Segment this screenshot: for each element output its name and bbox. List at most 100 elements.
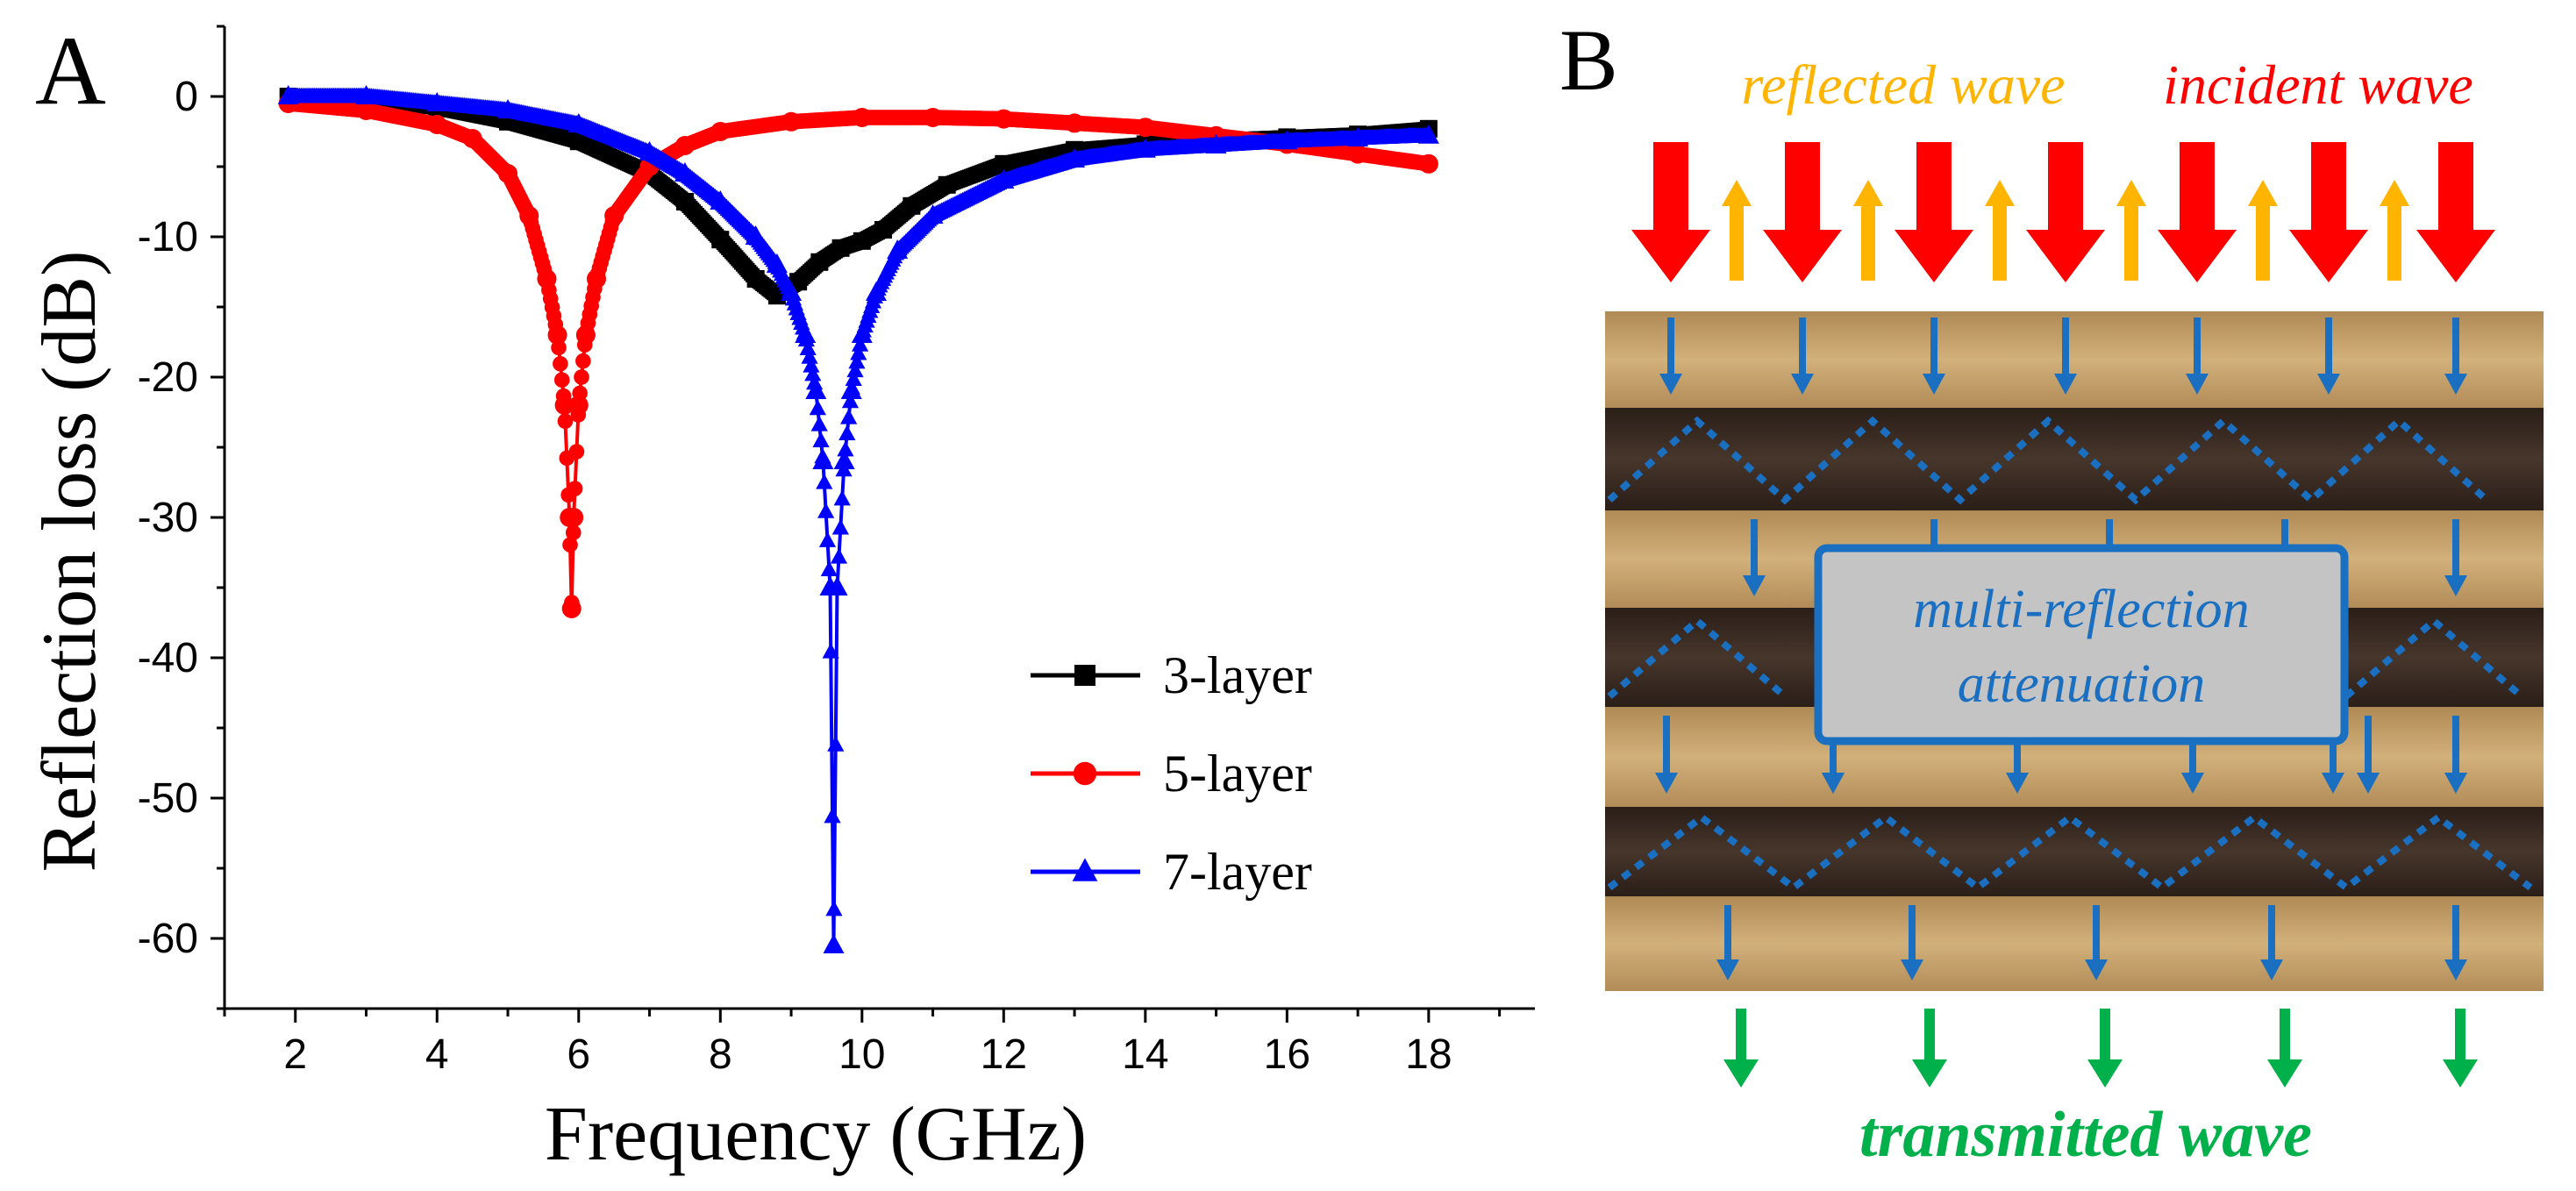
y-tick-label: -60	[138, 916, 198, 962]
multilayer-schematic	[1605, 142, 2544, 1088]
data-point	[1064, 148, 1086, 168]
data-point-marker	[562, 537, 578, 553]
data-point	[1418, 153, 1438, 174]
data-point	[537, 269, 557, 289]
internal-wave-arrow	[1743, 519, 1766, 596]
transmitted-wave-arrow	[2267, 1009, 2302, 1088]
data-point-marker	[838, 424, 856, 440]
box-line-1: multi-reflection	[1913, 580, 2249, 639]
internal-wave-arrow	[2317, 317, 2340, 395]
light-layer	[1605, 311, 2544, 408]
internal-wave-arrow	[2054, 317, 2077, 395]
transmitted-wave-arrow	[1723, 1009, 1759, 1088]
data-point-marker	[567, 481, 583, 496]
data-point	[498, 164, 518, 183]
internal-wave-arrow	[1659, 317, 1682, 395]
data-point	[426, 92, 448, 111]
internal-wave-arrow	[2357, 716, 2380, 794]
data-point	[497, 99, 519, 118]
data-point-marker	[841, 392, 860, 409]
data-point	[674, 162, 696, 182]
data-point	[564, 508, 584, 527]
data-point	[711, 231, 730, 249]
incident-wave-arrow	[1763, 142, 1842, 282]
data-point	[567, 113, 589, 132]
data-point	[993, 169, 1015, 189]
data-point	[746, 270, 765, 288]
data-point-marker	[801, 348, 818, 364]
data-point-marker	[837, 440, 854, 457]
reflected-wave-arrow	[2248, 180, 2278, 281]
data-point	[826, 576, 848, 596]
data-point-marker	[810, 416, 828, 431]
incident-wave-arrow	[2416, 142, 2495, 282]
data-point-marker	[568, 444, 585, 460]
data-point	[1276, 130, 1298, 150]
reflected-wave-label: reflected wave	[1742, 53, 2066, 116]
y-tick-label: -10	[138, 214, 198, 260]
chart-series-layer	[277, 85, 1439, 953]
reflection-zigzag-1	[1607, 416, 2489, 505]
x-axis-title: Frequency (GHz)	[545, 1092, 1087, 1177]
data-point	[831, 239, 850, 257]
y-tick-label: -50	[138, 775, 198, 822]
data-point	[1347, 127, 1369, 146]
box-line-2: attenuation	[1958, 654, 2205, 714]
series-7-layer	[277, 85, 1439, 953]
reflected-wave-arrow	[1722, 180, 1752, 281]
data-point	[805, 380, 827, 399]
incident-wave-label: incident wave	[2163, 53, 2473, 116]
data-point	[823, 934, 845, 953]
data-point	[745, 225, 767, 245]
data-point-marker	[833, 489, 851, 506]
data-point	[903, 196, 921, 215]
data-point-marker	[830, 548, 848, 564]
legend-label: 7-layer	[1163, 843, 1312, 901]
data-point	[874, 221, 893, 239]
legend-label: 5-layer	[1163, 745, 1312, 802]
incident-wave-arrow	[2158, 142, 2237, 282]
legend-marker	[1073, 761, 1097, 786]
data-point-marker	[827, 736, 845, 752]
data-point	[923, 108, 943, 127]
internal-wave-arrow	[2260, 905, 2283, 981]
data-point-marker	[553, 372, 570, 389]
internal-wave-arrow	[1655, 716, 1678, 794]
data-point-marker	[840, 409, 858, 424]
data-point-marker	[822, 643, 839, 659]
data-point	[639, 141, 660, 160]
data-point	[922, 204, 944, 224]
data-point	[561, 599, 582, 618]
series-line	[288, 95, 1429, 947]
legend-marker	[1072, 858, 1098, 881]
data-point	[675, 193, 694, 210]
data-point	[795, 324, 817, 343]
transmitted-wave-arrow	[2443, 1009, 2478, 1088]
data-point-marker	[804, 365, 822, 382]
data-point	[938, 175, 956, 194]
data-point-marker	[824, 807, 841, 824]
data-point-marker	[557, 413, 574, 430]
data-point	[812, 450, 834, 469]
y-axis-title: Reflection loss (dB)	[27, 251, 112, 873]
data-point	[1134, 138, 1156, 158]
reflected-wave-arrow	[1985, 180, 2015, 281]
data-point-marker	[825, 900, 843, 916]
data-point-marker	[818, 531, 837, 547]
internal-wave-arrow	[2186, 317, 2209, 395]
data-point-marker	[812, 431, 830, 447]
data-point	[995, 154, 1013, 173]
data-point	[575, 325, 596, 345]
data-point	[840, 380, 862, 399]
data-point-marker	[820, 560, 838, 577]
internal-wave-arrow	[2085, 905, 2108, 981]
data-point	[547, 325, 567, 345]
data-point-marker	[574, 369, 589, 385]
data-point	[1205, 134, 1227, 153]
internal-wave-arrow	[2444, 716, 2467, 794]
data-point	[427, 115, 447, 134]
data-point-marker	[848, 353, 866, 369]
data-point-marker	[852, 336, 869, 352]
reflected-wave-arrow	[2116, 180, 2146, 281]
